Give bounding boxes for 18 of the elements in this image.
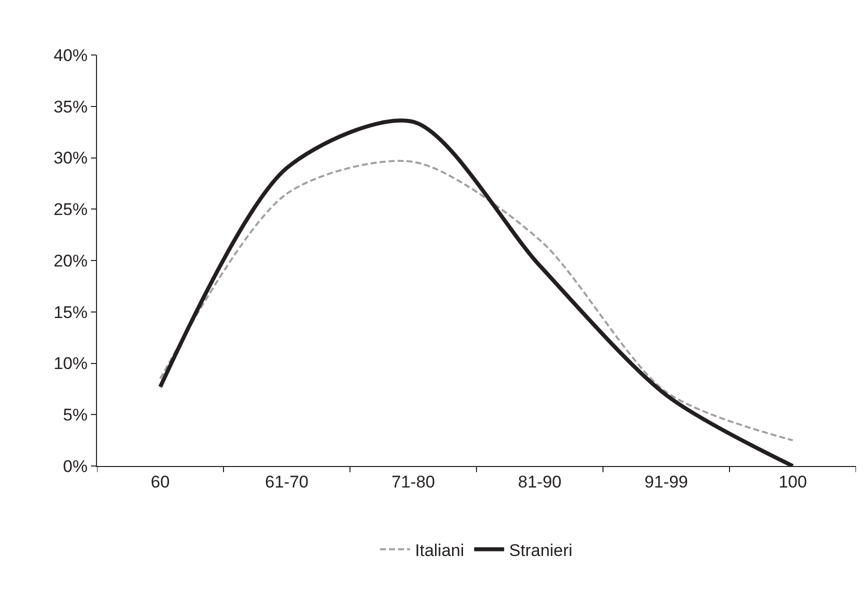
y-tick-label: 20% xyxy=(54,251,88,270)
y-tick-label: 25% xyxy=(54,200,88,220)
y-tick-label: 10% xyxy=(54,354,88,374)
x-tick-label: 60 xyxy=(150,472,170,492)
x-tick-label: 100 xyxy=(778,472,807,492)
y-tick-label: 30% xyxy=(54,148,88,168)
y-tick-label: 0% xyxy=(63,456,88,476)
x-tick-label: 91-99 xyxy=(644,472,688,492)
x-tick-label: 71-80 xyxy=(392,472,435,492)
y-tick-label: 15% xyxy=(54,302,88,322)
legend-label: Stranieri xyxy=(509,540,572,560)
legend-label: Italiani xyxy=(415,540,464,560)
y-tick-label: 35% xyxy=(54,97,88,116)
x-tick-label: 81-90 xyxy=(518,472,562,492)
line-series xyxy=(159,160,794,442)
y-tick-label: 40% xyxy=(54,46,88,65)
x-tick-label: 61-70 xyxy=(265,472,308,492)
y-tick-label: 5% xyxy=(63,406,88,425)
